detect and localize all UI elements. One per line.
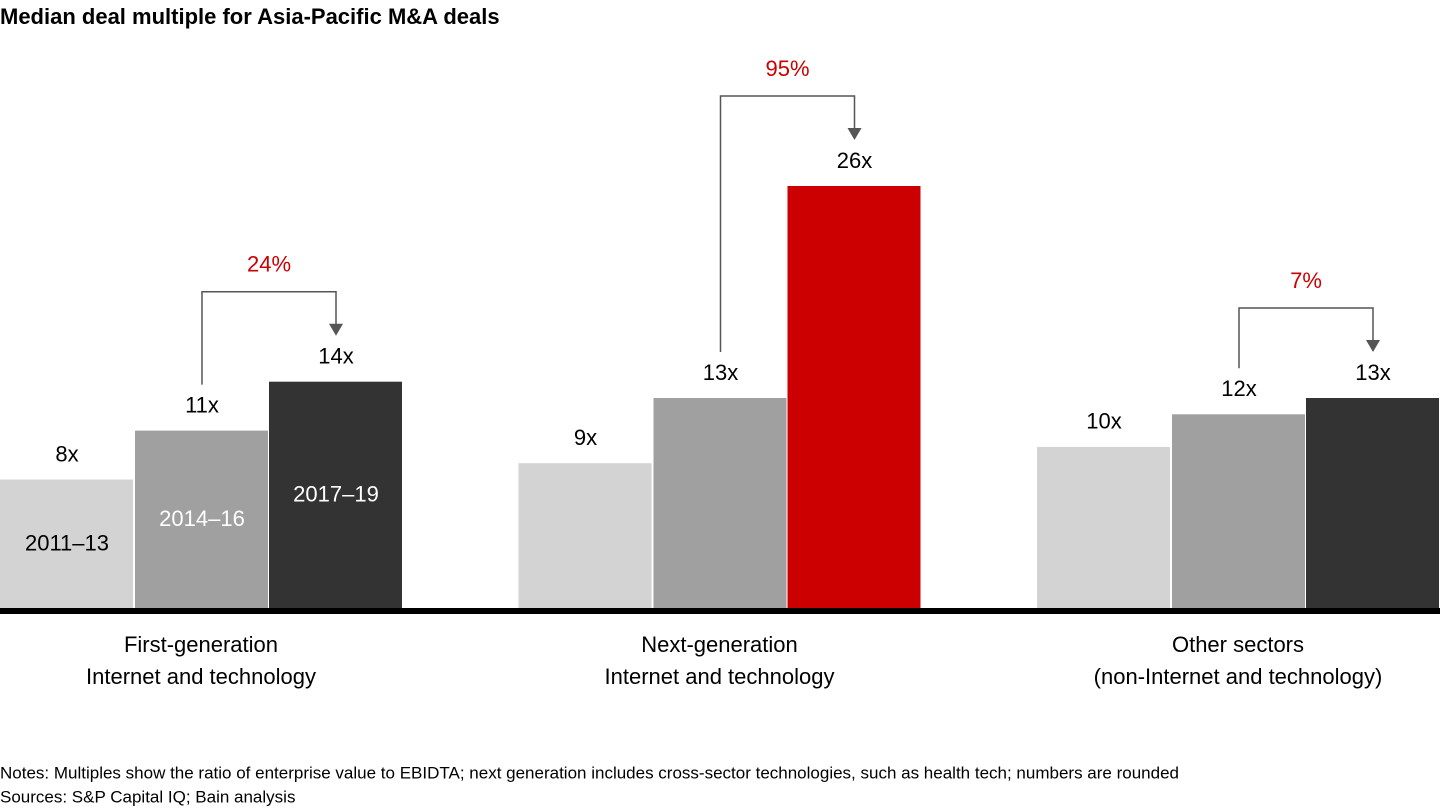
value-label: 8x (55, 441, 78, 466)
chart-title: Median deal multiple for Asia-Pacific M&… (0, 4, 500, 29)
arrow-head (847, 128, 862, 140)
bar (269, 381, 402, 610)
category-label: First-generation (124, 632, 278, 657)
growth-label: 7% (1290, 268, 1322, 293)
bar (1306, 398, 1439, 610)
sources: Sources: S&P Capital IQ; Bain analysis (0, 787, 295, 806)
arrow-bracket (1238, 307, 1374, 369)
value-label: 13x (1355, 360, 1390, 385)
value-label: 14x (318, 344, 353, 369)
growth-label: 95% (765, 56, 809, 81)
bar (0, 479, 133, 610)
value-label: 9x (574, 425, 597, 450)
bar (1172, 414, 1305, 610)
bar (518, 463, 652, 610)
legend-label: 2017–19 (293, 482, 379, 507)
arrow-bracket (201, 290, 337, 385)
value-label: 10x (1086, 409, 1121, 434)
value-label: 26x (837, 148, 872, 173)
arrow-head (1366, 340, 1380, 352)
category-label: (non-Internet and technology) (1094, 664, 1383, 689)
bar (135, 430, 268, 610)
legend-label: 2011–13 (25, 531, 109, 556)
notes: Notes: Multiples show the ratio of enter… (0, 763, 1179, 782)
growth-label: 24% (247, 252, 291, 277)
value-label: 13x (703, 360, 738, 385)
baseline (0, 608, 1440, 614)
category-label: Internet and technology (605, 664, 835, 689)
arrow-bracket (719, 95, 856, 352)
bar (787, 186, 921, 610)
arrow-head (329, 323, 343, 336)
category-label: Next-generation (641, 632, 798, 657)
category-label: Other sectors (1172, 632, 1304, 657)
value-label: 11x (185, 392, 219, 417)
bar (653, 398, 787, 610)
category-label: Internet and technology (86, 664, 316, 689)
bar (1037, 446, 1170, 610)
legend-label: 2014–16 (159, 506, 245, 531)
value-label: 12x (1221, 376, 1256, 401)
